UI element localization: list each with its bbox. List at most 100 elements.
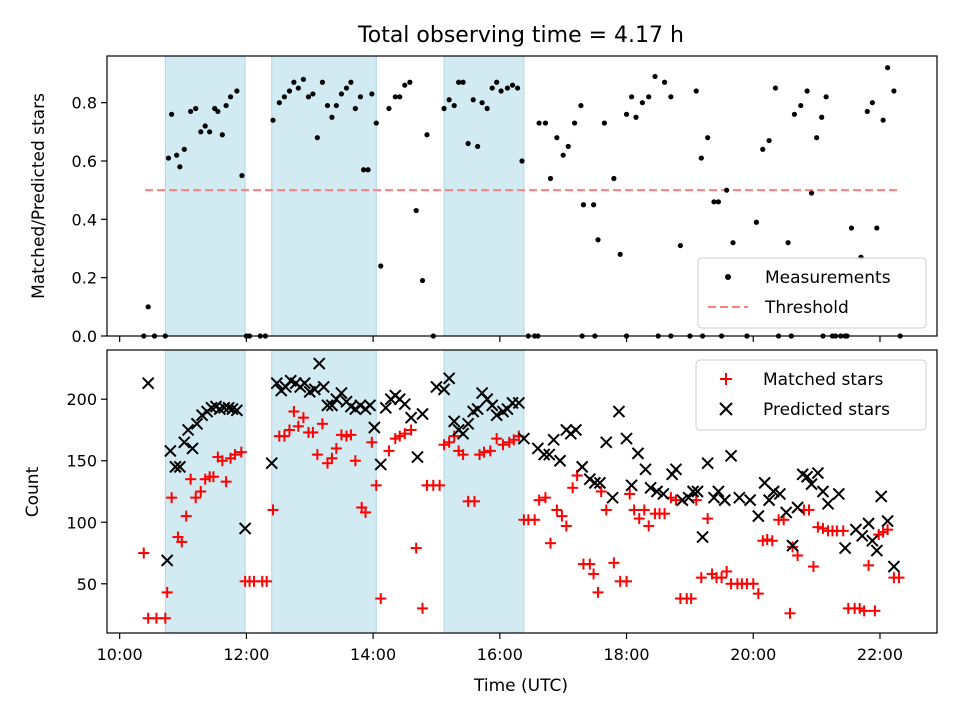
matched-point-76	[529, 514, 541, 526]
matched-point-97	[638, 504, 650, 516]
matched-point-119	[752, 588, 764, 600]
predicted-point-124	[866, 534, 879, 547]
matched-stars-points	[138, 406, 905, 624]
measurement-point-9	[188, 108, 194, 115]
matched-point-142	[869, 605, 881, 617]
x-tick-label: 14:00	[350, 645, 396, 664]
measurement-point-84	[580, 202, 587, 208]
predicted-point-112	[791, 501, 804, 514]
predicted-point-86	[631, 447, 645, 460]
measurement-point-36	[329, 114, 335, 120]
predicted-point-51	[430, 380, 443, 394]
predicted-point-128	[887, 560, 901, 573]
measurement-point-39	[343, 85, 350, 91]
measurement-point-13	[207, 129, 213, 135]
predicted-point-105	[752, 509, 765, 523]
measurement-point-5	[169, 111, 175, 117]
measurement-point-82	[571, 120, 578, 126]
matched-point-8	[180, 510, 192, 522]
measurement-point-62	[465, 140, 471, 147]
matched-point-3	[159, 612, 171, 624]
bottom-y-axis-label: Count	[23, 466, 43, 517]
measurement-point-90	[623, 111, 630, 117]
legend-predicted-label: Predicted stars	[763, 400, 890, 420]
measurement-point-98	[677, 242, 683, 249]
predicted-point-119	[832, 487, 846, 501]
matched-point-94	[624, 488, 636, 500]
matched-point-0	[138, 547, 150, 559]
matched-point-79	[545, 537, 557, 549]
measurement-point-1	[145, 304, 151, 310]
measurement-point-37	[333, 102, 339, 109]
matched-point-80	[551, 504, 563, 516]
measurement-point-65	[479, 100, 485, 106]
predicted-point-0	[141, 377, 155, 390]
predicted-point-97	[696, 530, 709, 544]
matched-point-86	[584, 558, 596, 570]
matched-point-96	[633, 513, 645, 525]
predicted-point-83	[612, 405, 626, 418]
measurement-point-50	[397, 94, 403, 100]
matched-point-113	[721, 565, 733, 577]
predicted-point-18	[238, 522, 252, 535]
measurement-point-34	[319, 79, 326, 85]
top-y-tick-label: 0.4	[72, 210, 97, 229]
measurement-point-87	[601, 120, 607, 126]
measurement-point-108	[753, 219, 760, 225]
measurement-point-72	[514, 85, 521, 91]
matched-point-53	[405, 424, 417, 436]
predicted-point-43	[379, 401, 392, 415]
predicted-point-1	[160, 554, 174, 567]
predicted-point-16	[226, 402, 239, 416]
measurement-point-76	[536, 120, 542, 126]
measurement-point-49	[392, 94, 398, 100]
top-x-ticks	[119, 336, 881, 342]
matched-point-52	[399, 428, 411, 440]
predicted-point-101	[718, 493, 731, 507]
matched-point-46	[366, 436, 378, 448]
matched-point-78	[539, 492, 551, 504]
predicted-point-76	[569, 423, 583, 437]
panel-counts: 50 100 150 200 10:00 12:00 14:00 16:00 18:00 20:…	[23, 349, 938, 696]
matched-point-31	[292, 420, 304, 432]
measurement-point-128	[880, 117, 886, 123]
chart-title: Total observing time = 4.17 h	[357, 23, 684, 48]
measurement-point-102	[705, 135, 711, 141]
measurement-point-80	[560, 152, 566, 158]
matched-point-90	[600, 504, 612, 516]
matched-point-141	[863, 559, 875, 571]
matched-point-5	[166, 492, 178, 504]
measurement-point-35	[324, 102, 331, 109]
measurement-point-33	[314, 135, 320, 141]
measurement-point-58	[446, 97, 452, 103]
predicted-point-110	[779, 506, 793, 519]
measurement-point-100	[693, 88, 699, 94]
matched-point-43	[349, 455, 361, 467]
predicted-point-73	[553, 454, 567, 467]
matched-point-49	[383, 445, 395, 457]
matched-point-61	[448, 430, 460, 442]
predicted-point-117	[816, 485, 830, 498]
predicted-point-62	[486, 399, 499, 412]
measurement-point-94	[646, 94, 652, 100]
matched-point-101	[659, 508, 671, 520]
predicted-point-108	[767, 485, 780, 498]
measurement-point-111	[772, 85, 779, 91]
measurement-point-44	[365, 167, 371, 173]
matched-point-45	[360, 506, 372, 518]
predicted-point-70	[537, 448, 551, 461]
measurement-point-41	[352, 105, 358, 112]
predicted-point-82	[606, 491, 619, 504]
predicted-point-115	[805, 477, 818, 491]
matched-point-129	[803, 504, 815, 516]
matched-point-38	[326, 452, 338, 464]
predicted-point-95	[686, 485, 700, 498]
matched-point-26	[267, 504, 279, 516]
predicted-point-77	[575, 460, 589, 474]
bottom-y-tick-label: 100	[66, 513, 97, 532]
measurement-point-130	[891, 88, 897, 94]
predicted-point-34	[335, 386, 348, 400]
measurement-point-79	[554, 135, 560, 141]
measurement-point-126	[869, 100, 875, 106]
